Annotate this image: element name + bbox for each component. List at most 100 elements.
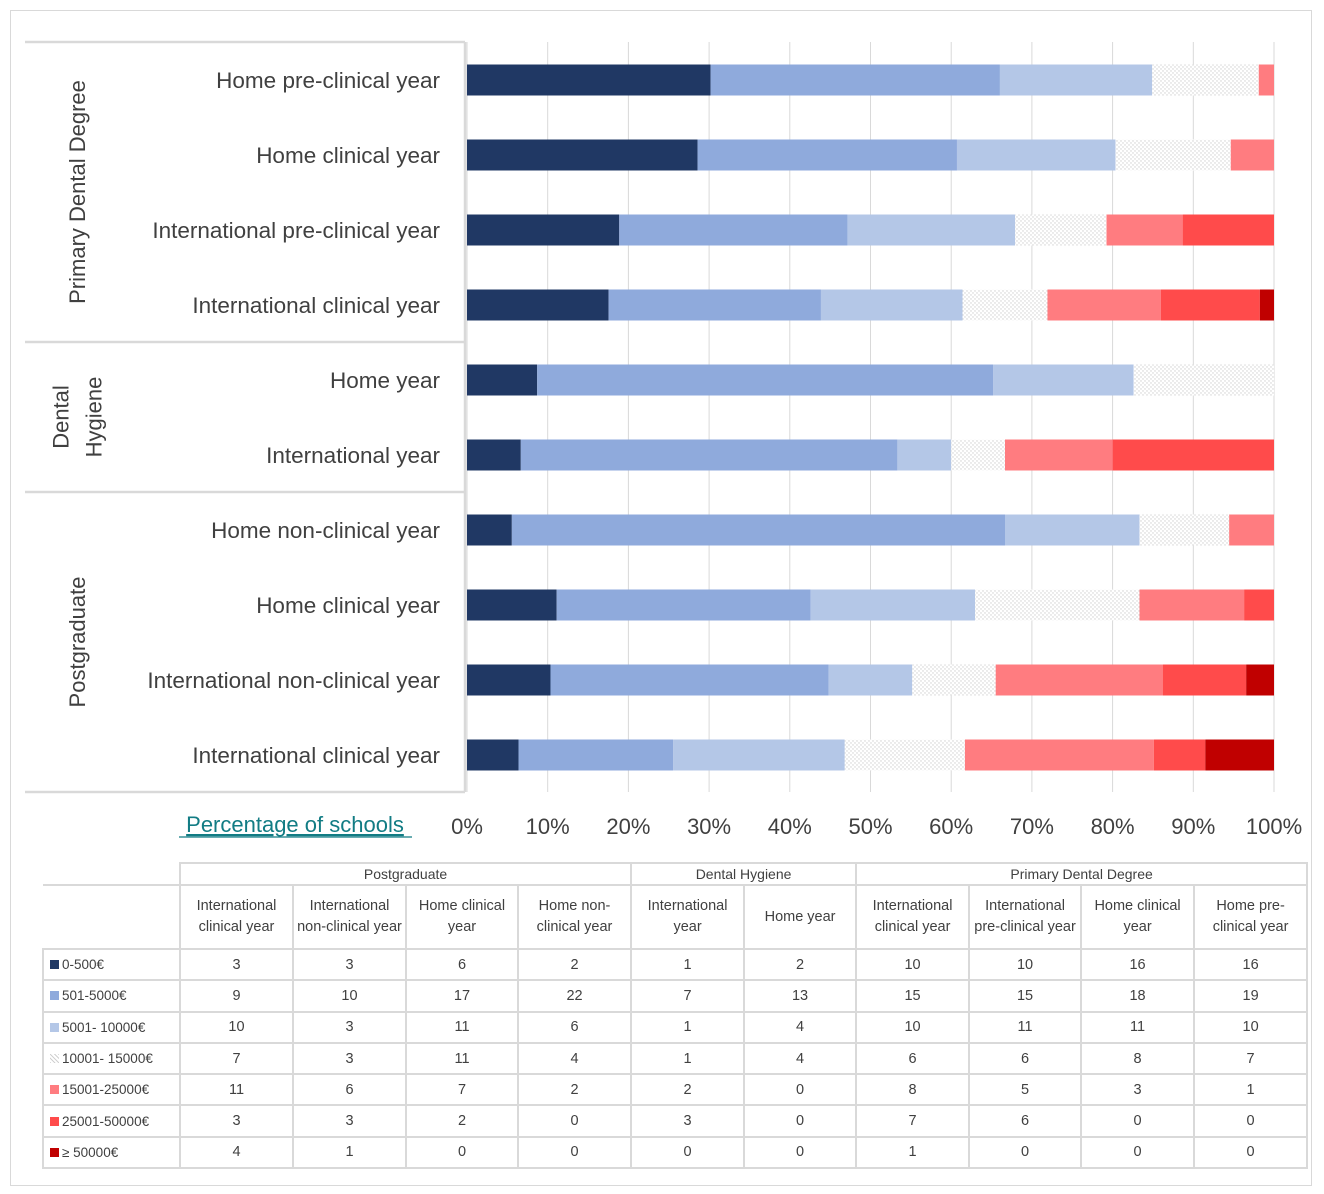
table-cell: 3 (292, 1010, 407, 1044)
table-cell: 1 (855, 1135, 971, 1170)
table-cell: 0 (405, 1135, 519, 1170)
table-cell: 10 (968, 947, 1083, 982)
category-label: International year (266, 443, 440, 468)
table-cell: 7 (855, 1104, 971, 1138)
table-row-label: 0-500€ (42, 947, 181, 982)
bar-segment-501-5000 (608, 289, 821, 321)
bar-segment-10001-15000 (912, 664, 996, 696)
bar-segment-10001-15000 (1115, 139, 1231, 171)
bar-segment-10001-15000 (844, 739, 965, 771)
table-column-header: Home clinical year (405, 884, 519, 950)
table-column-header: Home non-clinical year (516, 884, 633, 950)
table-cell: 3 (1080, 1073, 1196, 1107)
bar-segment-0-500 (467, 739, 519, 771)
bar-segment-0-500 (467, 214, 620, 246)
bar-segment-5001-10000 (1005, 514, 1140, 546)
bar-segment-15001-25000 (1230, 139, 1274, 171)
category-label: International clinical year (192, 293, 440, 318)
table-group-header: Primary Dental Degree (855, 862, 1309, 886)
table-cell: 0 (1193, 1104, 1309, 1138)
table-cell: 0 (968, 1135, 1083, 1170)
category-label: Home clinical year (256, 593, 440, 618)
bar-row-international-year (467, 439, 1274, 471)
table-cell: 0 (1080, 1104, 1196, 1138)
bar-segment-15001-25000 (1047, 289, 1161, 321)
bar-segment-25001-50000 (1162, 664, 1247, 696)
bar-row-international-non-clinical-year (467, 664, 1274, 696)
table-corner (43, 885, 181, 950)
table-cell: 0 (743, 1073, 858, 1107)
table-cell: 6 (405, 947, 519, 982)
group-frames (25, 40, 467, 794)
table-row: 10001- 15000€ 7 3 11 4 1 4 6 6 8 7 (42, 1041, 1309, 1076)
stacked-bar-chart: Home pre-clinical year Home clinical year… (25, 40, 1302, 839)
table-cell: 22 (516, 979, 633, 1013)
bar-segment-5001-10000 (810, 589, 976, 621)
category-label: International clinical year (192, 743, 440, 768)
bar-segment-0-500 (467, 664, 551, 696)
bar-segment-15001-25000 (1139, 589, 1245, 621)
table-cell: 2 (743, 947, 858, 982)
bar-segment-501-5000 (697, 139, 957, 171)
table-group-header-row: Postgraduate Dental Hygiene Primary Dental… (43, 862, 1309, 886)
table-cell: 10 (855, 947, 971, 982)
table-body: 0-500€ 3 3 6 2 1 2 10 10 16 16 501-5000€ 9 10 17 22 7 13 1… (42, 947, 1309, 1170)
bar-row-international-clinical-year (467, 739, 1274, 771)
bar-segment-0-500 (467, 514, 512, 546)
table-cell: 6 (968, 1041, 1083, 1076)
x-axis-title: Percentage of schools (186, 812, 404, 837)
data-table: Postgraduate Dental Hygiene Primary Dental… (42, 862, 1309, 1170)
legend-swatch (50, 1147, 59, 1157)
table-cell: 6 (855, 1041, 971, 1076)
group-label-postgraduate: Postgraduate (65, 577, 90, 708)
legend-label: 10001- 15000€ (62, 1051, 153, 1067)
bar-row-home-clinical-year (467, 589, 1274, 621)
bar-segment-501-5000 (550, 664, 829, 696)
table-row-label: 15001-25000€ (42, 1073, 181, 1107)
table-row-label: 5001- 10000€ (42, 1010, 181, 1044)
table-cell: 8 (1080, 1041, 1196, 1076)
table-cell: 17 (405, 979, 519, 1013)
table-cell: 15 (855, 979, 971, 1013)
table-cell: 16 (1080, 947, 1196, 982)
table-cell: 10 (179, 1010, 294, 1044)
bar-segment-5001-10000 (956, 139, 1116, 171)
group-labels: Primary Dental Degree Dental Hygiene Postgr… (49, 80, 107, 707)
table-cell: 3 (292, 1041, 407, 1076)
table-cell: 3 (292, 1104, 407, 1138)
table-row: 15001-25000€ 11 6 7 2 2 0 8 5 3 1 (42, 1073, 1309, 1107)
table-cell: 13 (743, 979, 858, 1013)
table-cell: 7 (179, 1041, 294, 1076)
bar-segment-10001-15000 (962, 289, 1048, 321)
table-cell: 3 (630, 1104, 746, 1138)
table-column-header: International non-clinical year (292, 884, 407, 950)
table-corner (43, 863, 181, 886)
bar-segment-0-500 (467, 439, 521, 471)
bar-segment-15001-25000 (1229, 514, 1274, 546)
category-label: Home non-clinical year (211, 518, 440, 543)
bar-row-home-year (467, 364, 1274, 396)
x-tick-label: 80% (1091, 814, 1135, 839)
bar-segment-15001-25000 (1005, 439, 1113, 471)
legend-label: 5001- 10000€ (62, 1019, 146, 1035)
bar-segment-25001-50000 (1244, 589, 1274, 621)
table-cell: 19 (1193, 979, 1309, 1013)
table-row: 0-500€ 3 3 6 2 1 2 10 10 16 16 (42, 947, 1309, 982)
bar-segment-10001-15000 (1139, 514, 1230, 546)
table-cell: 18 (1080, 979, 1196, 1013)
x-tick-label: 0% (451, 814, 483, 839)
bars (467, 64, 1274, 771)
table-cell: 4 (516, 1041, 633, 1076)
bar-segment-501-5000 (511, 514, 1005, 546)
table-cell: 0 (743, 1135, 858, 1170)
x-tick-label: 100% (1246, 814, 1302, 839)
bar-segment-0-500 (467, 289, 609, 321)
group-label-primary-dental-degree: Primary Dental Degree (65, 80, 90, 304)
bar-segment-10001-15000 (1133, 364, 1274, 396)
x-tick-label: 90% (1171, 814, 1215, 839)
table-column-header-row: International clinical year International… (43, 884, 1309, 950)
bar-segment-25001-50000 (1153, 739, 1206, 771)
bar-segment-5001-10000 (999, 64, 1153, 96)
legend-label: 15001-25000€ (62, 1082, 150, 1098)
legend-label: 0-500€ (62, 957, 105, 973)
